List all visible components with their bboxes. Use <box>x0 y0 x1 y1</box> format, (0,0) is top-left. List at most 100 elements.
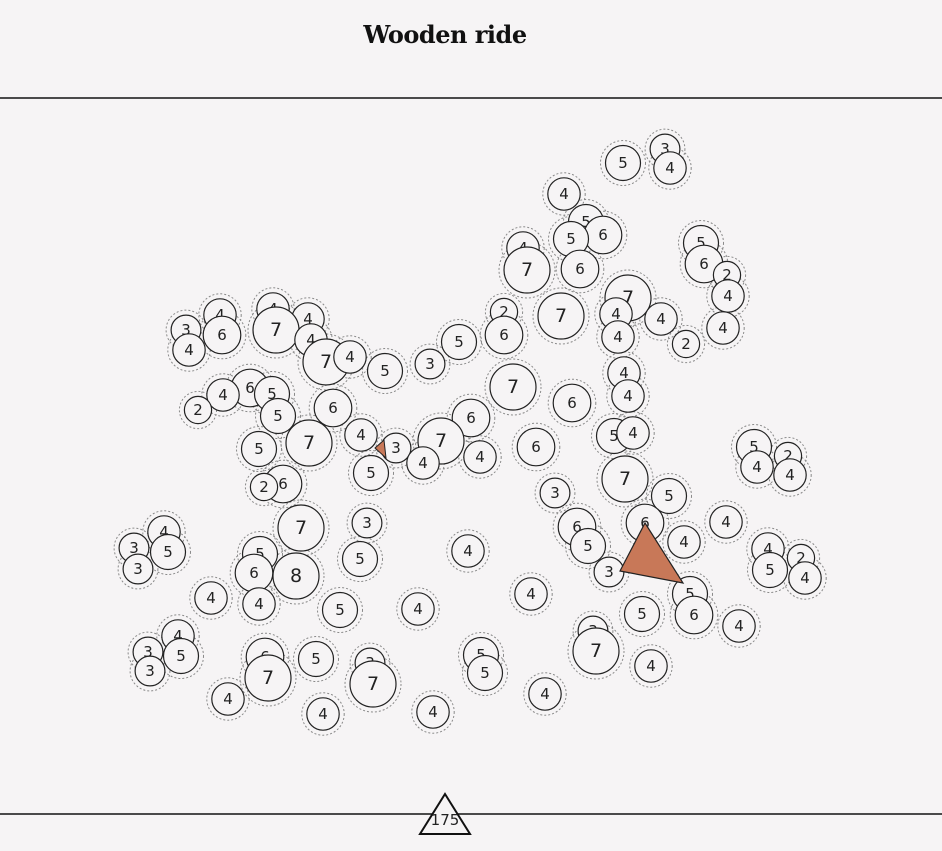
circle-piece[interactable]: 7 <box>572 627 620 675</box>
circle-ring <box>542 172 586 216</box>
circle-piece[interactable]: 7 <box>489 363 537 411</box>
circle-number: 4 <box>785 466 795 484</box>
circle-piece[interactable]: 4 <box>547 177 581 211</box>
circle-disc <box>277 504 325 552</box>
circle-piece[interactable]: 5 <box>352 454 390 492</box>
circle-piece[interactable]: 3 <box>539 477 571 509</box>
circle-piece[interactable]: 4 <box>601 320 635 354</box>
circle-number: 4 <box>418 454 428 472</box>
circle-ring <box>458 435 502 479</box>
circle-disc <box>344 418 378 452</box>
circle-disc <box>674 595 714 635</box>
circle-piece[interactable]: 5 <box>751 551 789 589</box>
circle-piece[interactable]: 5 <box>240 430 278 468</box>
circle-number: 4 <box>159 523 169 541</box>
circle-piece[interactable]: 4 <box>194 581 228 615</box>
circle-piece[interactable]: 6 <box>451 398 491 438</box>
circle-piece[interactable]: 4 <box>306 697 340 731</box>
circle-piece[interactable]: 4 <box>514 577 548 611</box>
circle-ring <box>237 582 281 626</box>
circle-piece[interactable]: 7 <box>252 306 300 354</box>
circle-piece[interactable]: 4 <box>722 609 756 643</box>
circle-piece[interactable]: 7 <box>601 455 649 503</box>
circle-piece[interactable]: 7 <box>244 654 292 702</box>
circle-piece[interactable]: 5 <box>297 640 335 678</box>
circle-piece[interactable]: 4 <box>333 340 367 374</box>
circle-piece[interactable]: 6 <box>202 315 242 355</box>
circle-piece[interactable]: 4 <box>211 682 245 716</box>
circle-disc <box>134 655 166 687</box>
circle-piece[interactable]: 8 <box>272 552 320 600</box>
circle-piece[interactable]: 6 <box>234 553 274 593</box>
circle-piece[interactable]: 5 <box>569 527 607 565</box>
circle-piece[interactable]: 4 <box>740 450 774 484</box>
circle-piece[interactable]: 2 <box>249 472 279 502</box>
circle-piece[interactable]: 4 <box>401 592 435 626</box>
circle-piece[interactable]: 5 <box>149 533 187 571</box>
circle-piece[interactable]: 5 <box>341 540 379 578</box>
circle-piece[interactable]: 3 <box>122 553 154 585</box>
circle-piece[interactable]: 4 <box>344 418 378 452</box>
circle-piece[interactable]: 5 <box>604 144 642 182</box>
circle-piece[interactable]: 6 <box>674 595 714 635</box>
circle-piece[interactable]: 6 <box>516 427 556 467</box>
circle-piece[interactable]: 6 <box>552 383 592 423</box>
circle-piece[interactable]: 4 <box>172 333 206 367</box>
circle-piece[interactable]: 6 <box>484 315 524 355</box>
circle-piece[interactable]: 4 <box>653 151 687 185</box>
circle-piece[interactable]: 4 <box>206 378 240 412</box>
circle-piece[interactable]: 6 <box>583 215 623 255</box>
circle-piece[interactable]: 7 <box>349 660 397 708</box>
circle-piece[interactable]: 7 <box>537 292 585 340</box>
circle-piece[interactable]: 4 <box>416 695 450 729</box>
circle-piece[interactable]: 6 <box>313 388 353 428</box>
circle-piece[interactable]: 5 <box>552 220 590 258</box>
circle-piece[interactable]: 3 <box>380 432 412 464</box>
circle-piece[interactable]: 4 <box>616 416 650 450</box>
circle-piece[interactable]: 5 <box>366 352 404 390</box>
circle-piece[interactable]: 4 <box>711 279 745 313</box>
circle-piece[interactable]: 4 <box>773 458 807 492</box>
circle-number: 4 <box>665 159 675 177</box>
circle-piece[interactable]: 3 <box>134 655 166 687</box>
circle-piece[interactable]: 7 <box>285 419 333 467</box>
circle-disc <box>249 472 279 502</box>
circle-piece[interactable]: 4 <box>406 446 440 480</box>
circle-piece[interactable]: 4 <box>709 505 743 539</box>
circle-piece[interactable]: 4 <box>528 677 562 711</box>
circle-piece[interactable]: 6 <box>560 249 600 289</box>
circle-piece[interactable]: 5 <box>259 397 297 435</box>
circle-number: 6 <box>245 379 255 397</box>
circle-number: 5 <box>176 647 186 665</box>
circle-piece[interactable]: 5 <box>162 637 200 675</box>
circle-piece[interactable]: 5 <box>321 591 359 629</box>
circle-ring <box>666 324 706 364</box>
circle-ring <box>578 210 628 260</box>
circle-piece[interactable]: 4 <box>451 534 485 568</box>
circle-piece[interactable]: 4 <box>242 587 276 621</box>
circle-piece[interactable]: 4 <box>667 525 701 559</box>
circle-piece[interactable]: 4 <box>463 440 497 474</box>
circle-piece[interactable]: 4 <box>611 379 645 413</box>
circle-piece[interactable]: 5 <box>466 654 504 692</box>
circle-number: 4 <box>223 690 233 708</box>
circle-piece[interactable]: 4 <box>788 561 822 595</box>
circle-piece[interactable]: 3 <box>351 507 383 539</box>
circle-number: 6 <box>278 475 288 493</box>
circle-piece[interactable]: 4 <box>644 302 678 336</box>
circle-piece[interactable]: 2 <box>183 395 213 425</box>
circle-piece[interactable]: 3 <box>414 348 446 380</box>
circle-piece[interactable]: 5 <box>440 323 478 361</box>
circle-piece[interactable]: 4 <box>706 311 740 345</box>
circle-piece[interactable]: 7 <box>503 246 551 294</box>
circle-piece[interactable]: 3 <box>593 556 625 588</box>
circle-piece[interactable]: 2 <box>671 329 701 359</box>
circle-number: 7 <box>435 430 447 452</box>
circle-piece[interactable]: 4 <box>634 649 668 683</box>
circle-piece[interactable]: 7 <box>277 504 325 552</box>
circle-piece[interactable]: 5 <box>650 477 688 515</box>
selected-region[interactable] <box>619 521 685 584</box>
small-region[interactable] <box>374 438 387 460</box>
circle-piece[interactable]: 5 <box>623 595 661 633</box>
circle-number: 4 <box>184 341 194 359</box>
